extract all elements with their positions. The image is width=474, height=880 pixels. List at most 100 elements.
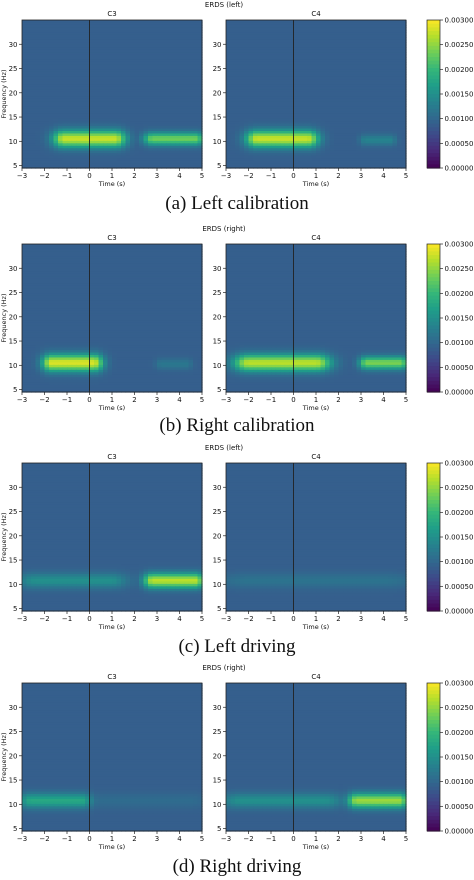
heatmap-cell [31, 24, 37, 28]
heatmap-cell [365, 135, 371, 139]
heatmap-cell [94, 42, 100, 46]
heatmap-cell [179, 69, 185, 73]
heatmap-cell [343, 61, 349, 65]
heatmap-cell [392, 76, 398, 80]
heatmap-cell [152, 42, 158, 46]
heatmap-cell [230, 44, 236, 48]
heatmap-cell [161, 135, 167, 139]
heatmap-cell [253, 27, 259, 31]
heatmap-cell [85, 148, 91, 152]
heatmap-cell [361, 71, 367, 75]
heatmap-cell [235, 118, 241, 122]
heatmap-cell [388, 128, 394, 132]
heatmap-cell [298, 54, 304, 58]
heatmap-cell [148, 22, 154, 26]
heatmap-cell [293, 113, 299, 117]
heatmap-cell [31, 71, 37, 75]
heatmap-cell [166, 22, 172, 26]
heatmap-cell [320, 148, 326, 152]
heatmap-cell [298, 118, 304, 122]
heatmap-cell [230, 143, 236, 147]
heatmap-cell [298, 37, 304, 41]
heatmap-cell [76, 27, 82, 31]
heatmap-cell [157, 79, 163, 83]
heatmap-cell [103, 59, 109, 63]
heatmap-cell [253, 126, 259, 130]
heatmap-cell [139, 131, 145, 135]
heatmap-cell [35, 155, 41, 159]
heatmap-cell [125, 145, 131, 149]
heatmap-cell [392, 165, 398, 169]
heatmap-cell [152, 54, 158, 58]
heatmap-cell [307, 42, 313, 46]
heatmap-cell [392, 52, 398, 56]
heatmap-cell [26, 131, 32, 135]
heatmap-cell [148, 69, 154, 73]
heatmap-cell [226, 140, 232, 144]
colorbar-cell [427, 127, 440, 132]
heatmap-cell [307, 98, 313, 102]
heatmap-cell [365, 108, 371, 112]
heatmap-cell [175, 91, 181, 95]
heatmap-cell [298, 29, 304, 33]
heatmap-cell [62, 54, 68, 58]
heatmap-cell [58, 57, 64, 61]
heatmap-cell [76, 135, 82, 139]
heatmap-cell [35, 27, 41, 31]
colorbar-cell [427, 42, 440, 47]
heatmap-cell [257, 121, 263, 125]
heatmap-cell [280, 66, 286, 70]
heatmap-cell [392, 74, 398, 78]
heatmap-cell [67, 123, 73, 127]
heatmap-cell [244, 150, 250, 154]
heatmap-cell [352, 89, 358, 93]
heatmap-cell [244, 79, 250, 83]
heatmap-cell [374, 20, 380, 24]
heatmap-cell [280, 69, 286, 73]
heatmap-cell [197, 123, 203, 127]
heatmap-cell [262, 64, 268, 68]
heatmap-cell [26, 165, 32, 169]
heatmap-cell [248, 126, 254, 130]
heatmap-cell [347, 143, 353, 147]
heatmap-cell [116, 32, 122, 36]
x-tick-label: −2 [243, 172, 253, 180]
heatmap-cell [284, 165, 290, 169]
heatmap-cell [94, 39, 100, 43]
heatmap-cell [130, 98, 136, 102]
heatmap-cell [352, 94, 358, 98]
heatmap-cell [311, 71, 317, 75]
heatmap-cell [280, 64, 286, 68]
heatmap-cell [356, 86, 362, 90]
heatmap-cell [197, 131, 203, 135]
heatmap-cell [347, 155, 353, 159]
colorbar-cell [427, 131, 440, 136]
heatmap-cell [365, 103, 371, 107]
heatmap-cell [76, 52, 82, 56]
heatmap-cell [361, 44, 367, 48]
heatmap-cell [239, 150, 245, 154]
heatmap-cell [94, 64, 100, 68]
heatmap-cell [374, 163, 380, 167]
heatmap-cell [112, 64, 118, 68]
heatmap-cell [161, 27, 167, 31]
heatmap-cell [67, 91, 73, 95]
heatmap-cell [248, 103, 254, 107]
heatmap-cell [58, 79, 64, 83]
heatmap-cell [298, 94, 304, 98]
heatmap-cell [361, 52, 367, 56]
heatmap-cell [235, 66, 241, 70]
heatmap-cell [188, 140, 194, 144]
heatmap-cell [170, 76, 176, 80]
heatmap-cell [257, 116, 263, 120]
heatmap-cell [230, 64, 236, 68]
heatmap-cell [230, 158, 236, 162]
heatmap-cell [266, 29, 272, 33]
heatmap-cell [49, 113, 55, 117]
heatmap-cell [166, 118, 172, 122]
heatmap-cell [44, 64, 50, 68]
heatmap-cell [44, 103, 50, 107]
heatmap-cell [152, 29, 158, 33]
heatmap-cell [397, 96, 403, 100]
heatmap-cell [311, 148, 317, 152]
